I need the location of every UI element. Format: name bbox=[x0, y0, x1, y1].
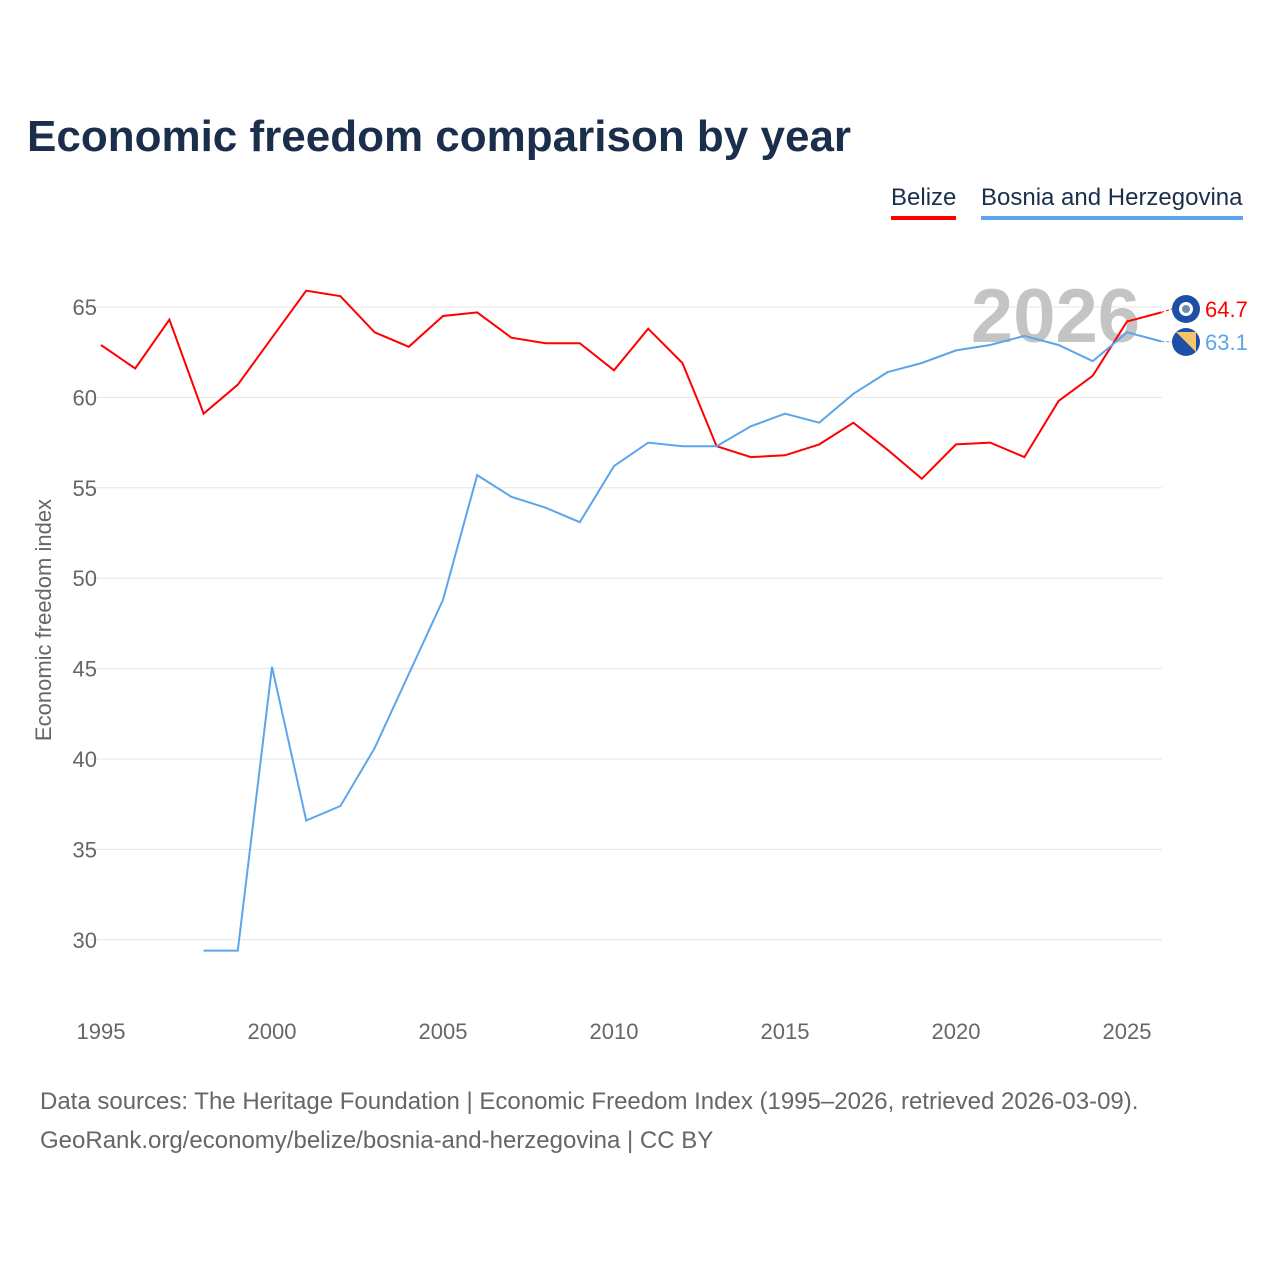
x-tick-label: 2015 bbox=[761, 1019, 810, 1044]
end-value-label: 63.1 bbox=[1205, 330, 1248, 355]
x-tick-label: 2010 bbox=[590, 1019, 639, 1044]
credit-link[interactable]: GeoRank.org/economy/belize/bosnia-and-he… bbox=[40, 1127, 714, 1154]
y-tick-label: 55 bbox=[73, 476, 97, 501]
data-sources: Data sources: The Heritage Foundation | … bbox=[40, 1088, 1139, 1115]
series-line-bosnia bbox=[203, 331, 1162, 952]
label-leader bbox=[1161, 308, 1173, 313]
x-tick-label: 2025 bbox=[1103, 1019, 1152, 1044]
x-tick-label: 2005 bbox=[419, 1019, 468, 1044]
y-axis-label: Economic freedom index bbox=[31, 499, 56, 741]
legend-bosnia[interactable]: Bosnia and Herzegovina bbox=[981, 184, 1243, 220]
y-tick-label: 65 bbox=[73, 295, 97, 320]
y-tick-label: 50 bbox=[73, 566, 97, 591]
end-value-label: 64.7 bbox=[1205, 297, 1248, 322]
y-tick-label: 45 bbox=[73, 657, 97, 682]
flag-triangle bbox=[1176, 332, 1196, 352]
x-tick-label: 1995 bbox=[77, 1019, 126, 1044]
series-line-belize bbox=[100, 289, 1162, 481]
flag-emblem-center bbox=[1182, 305, 1190, 313]
x-tick-label: 2020 bbox=[932, 1019, 981, 1044]
legend-belize[interactable]: Belize bbox=[891, 184, 957, 220]
x-tick-label: 2000 bbox=[248, 1019, 297, 1044]
y-tick-label: 30 bbox=[73, 928, 97, 953]
y-tick-label: 60 bbox=[73, 385, 97, 410]
label-leader bbox=[1161, 340, 1173, 343]
y-tick-label: 35 bbox=[73, 837, 97, 862]
y-tick-label: 40 bbox=[73, 747, 97, 772]
year-watermark: 2026 bbox=[971, 274, 1140, 359]
chart-title: Economic freedom comparison by year bbox=[27, 112, 852, 161]
